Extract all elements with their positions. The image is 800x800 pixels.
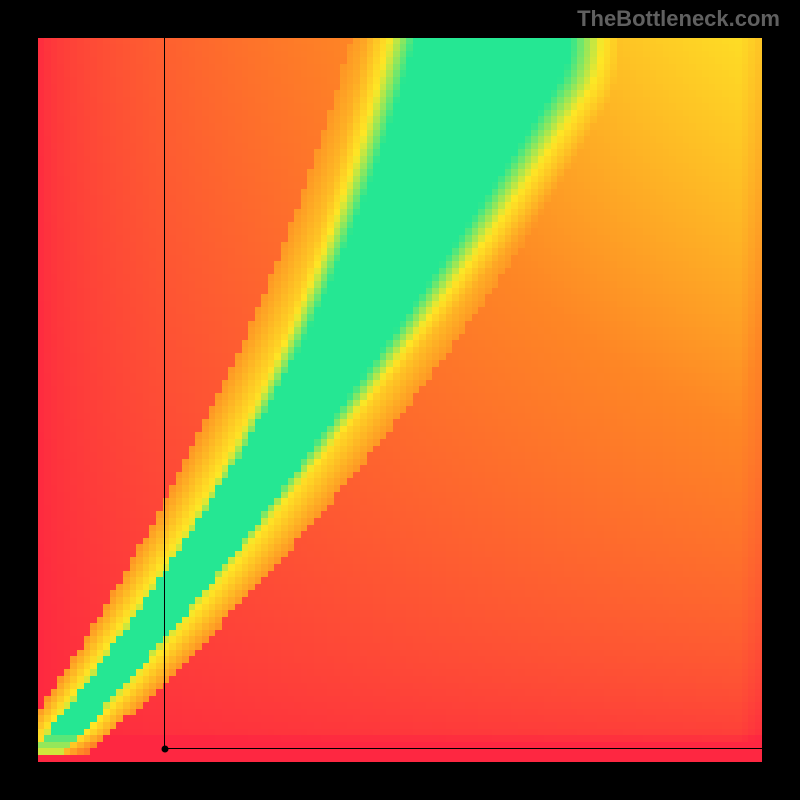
watermark-text: TheBottleneck.com <box>577 6 780 32</box>
heatmap-plot <box>38 38 762 762</box>
crosshair-marker-dot <box>161 745 168 752</box>
crosshair-vertical <box>164 38 165 749</box>
crosshair-horizontal <box>165 748 762 749</box>
heatmap-canvas <box>38 38 762 762</box>
